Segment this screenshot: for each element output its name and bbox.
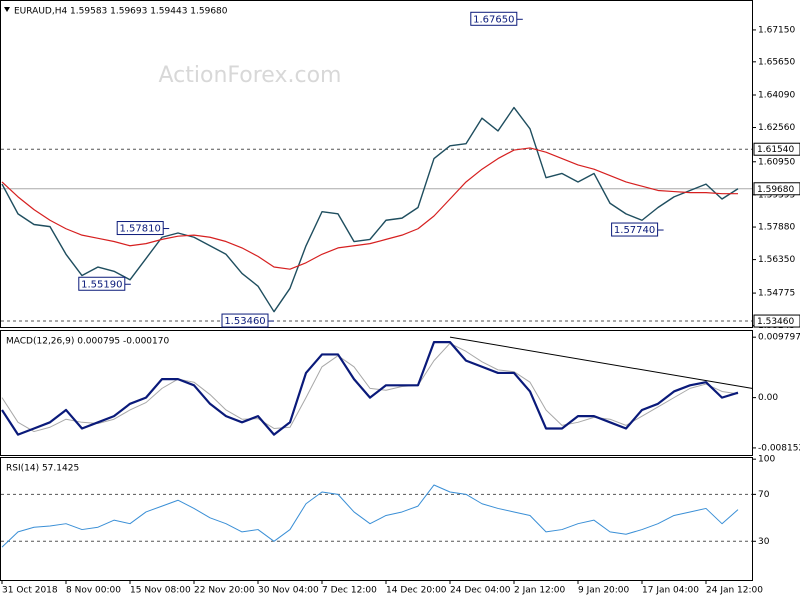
series-line bbox=[1, 484, 739, 548]
x-tick-label: 14 Dec 20:00 bbox=[386, 586, 447, 596]
panel-frame bbox=[0, 0, 753, 328]
series-line bbox=[1, 147, 738, 270]
annotation-box bbox=[611, 222, 659, 237]
annotation-box bbox=[116, 221, 164, 236]
x-tick-label: 7 Dec 12:00 bbox=[322, 586, 377, 596]
x-tick-label: 9 Jan 20:00 bbox=[578, 586, 630, 596]
level-label: 1.59680 bbox=[757, 185, 794, 195]
y-tick-label: -0.008152 bbox=[758, 443, 800, 453]
panel-frame bbox=[0, 330, 753, 456]
series-line bbox=[1, 342, 739, 433]
annotation-box bbox=[470, 11, 518, 26]
annotation-box bbox=[78, 276, 126, 291]
annotation-label: 1.57810 bbox=[120, 224, 161, 235]
y-tick-label: 1.60950 bbox=[758, 157, 795, 167]
level-label-box bbox=[753, 182, 800, 196]
y-tick-label: 1.56350 bbox=[758, 255, 795, 265]
y-tick-label: 1.65650 bbox=[758, 57, 795, 67]
trendline bbox=[449, 336, 753, 389]
x-tick-label: 15 Nov 08:00 bbox=[130, 586, 191, 596]
y-tick-label: 1.59395 bbox=[758, 190, 795, 200]
level-label: 1.61540 bbox=[757, 145, 794, 155]
x-tick-label: 30 Nov 04:00 bbox=[258, 586, 319, 596]
y-tick-label: 0.00 bbox=[758, 393, 778, 403]
x-tick-label: 8 Nov 00:00 bbox=[66, 586, 121, 596]
y-tick-label: 1.64090 bbox=[758, 90, 795, 100]
y-tick-label: 1.67150 bbox=[758, 25, 795, 35]
level-label-box bbox=[753, 314, 800, 328]
panel-title: RSI(14) 57.1425 bbox=[6, 464, 79, 474]
watermark: ActionForex.com bbox=[159, 63, 342, 88]
level-label-box bbox=[753, 142, 800, 156]
annotation-label: 1.67650 bbox=[473, 14, 514, 25]
y-tick-label: 1.57880 bbox=[758, 223, 795, 233]
y-tick-label: 30 bbox=[758, 537, 770, 547]
annotation-label: 1.55190 bbox=[81, 279, 122, 290]
y-tick-label: 100 bbox=[758, 455, 775, 465]
y-tick-label: 70 bbox=[758, 490, 770, 500]
panel-title: MACD(12,26,9) 0.000795 -0.000170 bbox=[6, 337, 169, 347]
x-tick-label: 24 Jan 12:00 bbox=[706, 586, 763, 596]
series-line bbox=[1, 341, 739, 436]
title-arrow bbox=[4, 7, 10, 12]
y-tick-label: 1.54775 bbox=[758, 289, 795, 299]
annotation-label: 1.53460 bbox=[224, 316, 265, 327]
y-tick-label: 1.62560 bbox=[758, 123, 795, 133]
x-tick-label: 24 Dec 04:00 bbox=[450, 586, 511, 596]
x-tick-label: 2 Jan 12:00 bbox=[514, 586, 566, 596]
level-label: 1.53460 bbox=[757, 317, 794, 327]
annotation-box bbox=[221, 313, 269, 328]
panel-frame bbox=[0, 457, 753, 581]
x-tick-label: 22 Nov 20:00 bbox=[194, 586, 255, 596]
panel-title: EURAUD,H4 1.59583 1.59693 1.59443 1.5968… bbox=[14, 7, 228, 17]
x-tick-label: 17 Jan 04:00 bbox=[642, 586, 699, 596]
x-tick-label: 31 Oct 2018 bbox=[2, 586, 58, 596]
annotation-label: 1.57740 bbox=[614, 225, 655, 236]
y-tick-label: 0.009797 bbox=[758, 333, 800, 343]
